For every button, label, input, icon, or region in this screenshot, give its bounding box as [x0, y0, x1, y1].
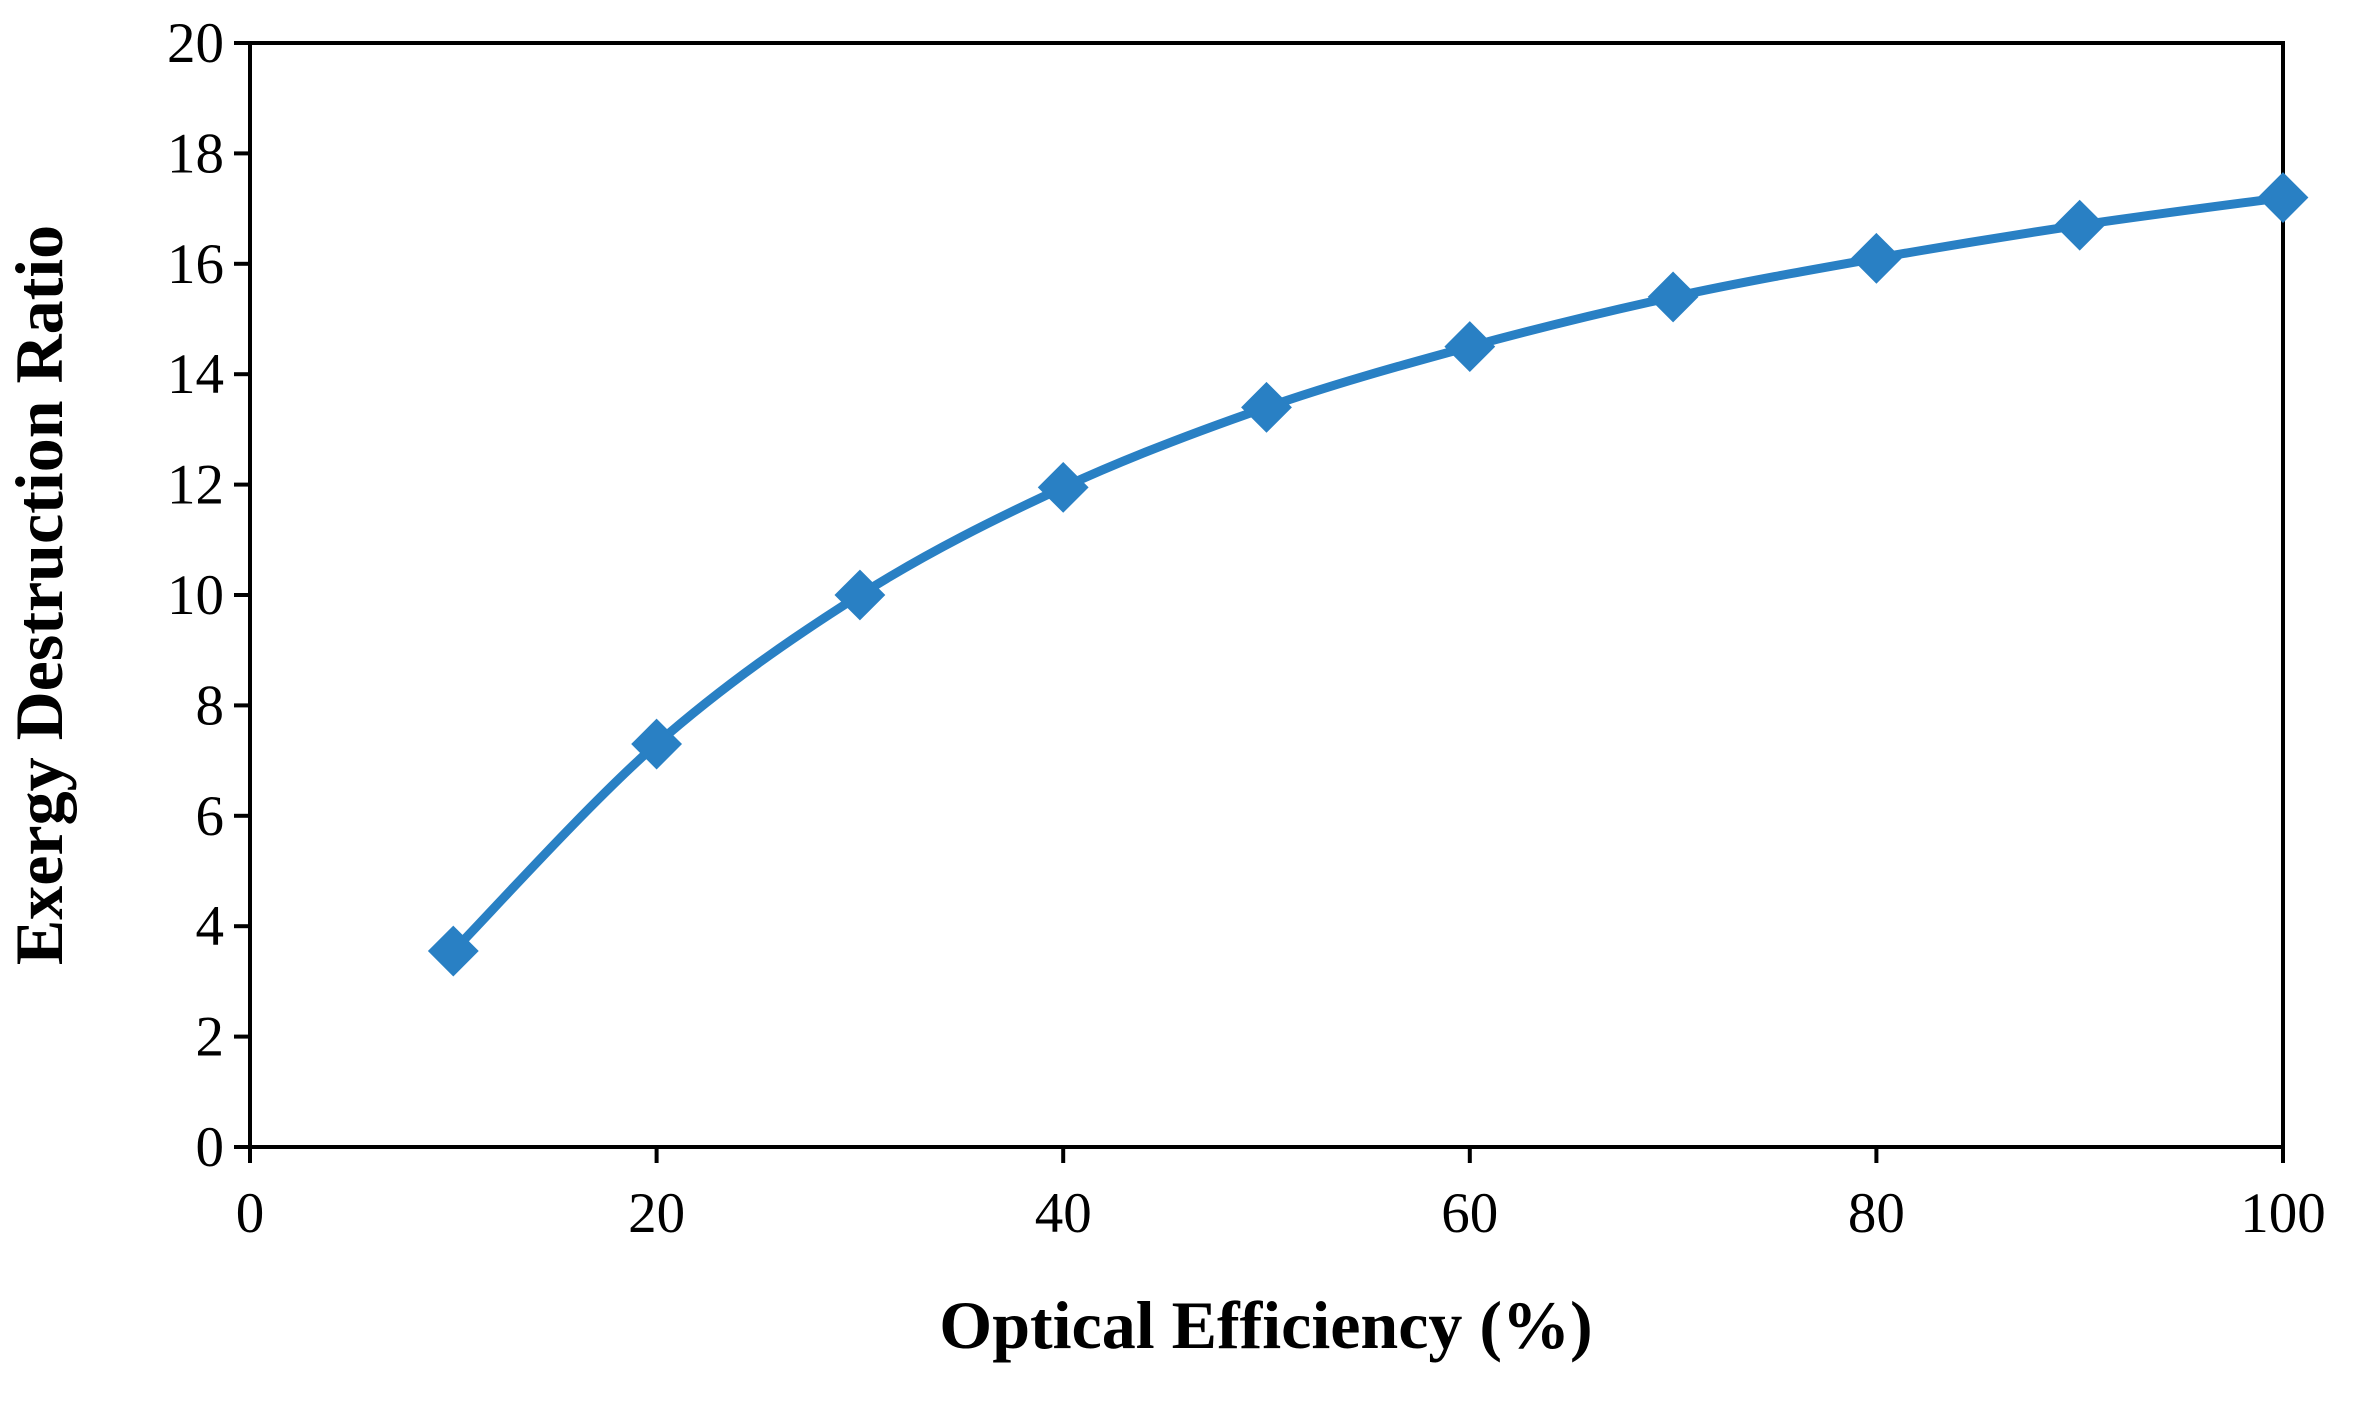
- y-axis-ticks: 0 2 4 6 8 10 12 14 16 18 20: [167, 12, 250, 1179]
- x-tick-label: 80: [1848, 1182, 1905, 1245]
- series-layer: [427, 172, 2309, 977]
- x-tick-label: 60: [1441, 1182, 1498, 1245]
- x-axis-ticks: 0 20 40 60 80 100: [236, 1147, 2326, 1245]
- y-tick-label: 12: [167, 454, 224, 517]
- data-point-marker: [1444, 321, 1496, 373]
- x-tick-label: 40: [1035, 1182, 1092, 1245]
- data-point-marker: [1647, 271, 1699, 323]
- y-tick-label: 0: [196, 1116, 225, 1179]
- y-tick-label: 18: [167, 122, 224, 185]
- y-tick-label: 16: [167, 233, 224, 296]
- x-axis-title: Optical Efficiency (%): [939, 1287, 1592, 1363]
- y-tick-label: 10: [167, 564, 224, 627]
- y-tick-label: 14: [167, 343, 224, 406]
- data-point-marker: [834, 569, 886, 621]
- y-tick-label: 20: [167, 12, 224, 75]
- data-point-marker: [1850, 232, 1902, 284]
- x-tick-label: 20: [628, 1182, 685, 1245]
- data-point-marker: [1241, 381, 1292, 433]
- y-tick-label: 4: [196, 895, 225, 958]
- series-line: [448, 193, 2288, 956]
- x-tick-label: 100: [2240, 1182, 2326, 1245]
- y-tick-label: 2: [196, 1006, 225, 1069]
- y-tick-label: 8: [196, 674, 225, 737]
- data-point-marker: [2054, 199, 2106, 251]
- data-point-marker: [2257, 172, 2309, 223]
- y-axis-title: Exergy Destruction Ratio: [1, 225, 77, 965]
- data-point-marker: [631, 718, 683, 770]
- data-point-marker: [1037, 461, 1089, 513]
- x-tick-label: 0: [236, 1182, 265, 1245]
- y-tick-label: 6: [196, 785, 225, 848]
- data-point-marker: [427, 925, 479, 977]
